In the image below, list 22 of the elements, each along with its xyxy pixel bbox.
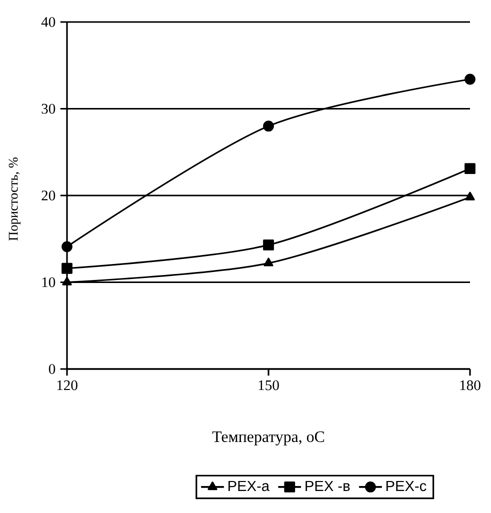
y-axis-title: Пористость, %	[8, 157, 20, 241]
point	[263, 239, 274, 250]
legend-label: PEX -в	[306, 480, 350, 491]
y-tick-label: 20	[42, 190, 56, 200]
y-tick-label: 10	[42, 277, 56, 288]
point	[464, 74, 476, 85]
x-axis-title: Температура, оС	[212, 431, 324, 446]
x-tick-label: 150	[258, 380, 279, 390]
y-tick-label: 40	[41, 17, 56, 27]
x-tick-label: 180	[460, 380, 480, 390]
point	[62, 276, 72, 286]
point	[264, 258, 274, 266]
y-tick-label: 30	[42, 104, 56, 114]
point	[465, 192, 475, 200]
legend-label: PEX-c	[386, 480, 426, 492]
point	[62, 241, 72, 252]
point	[464, 163, 476, 174]
legend-label: PEX-a	[228, 480, 270, 492]
y-tick-label: 0	[48, 364, 56, 374]
x-tick-label: 120	[57, 380, 78, 390]
point	[263, 120, 274, 132]
point	[62, 262, 72, 274]
